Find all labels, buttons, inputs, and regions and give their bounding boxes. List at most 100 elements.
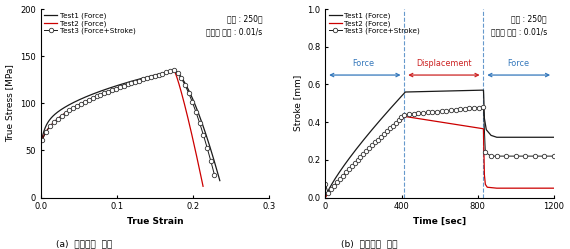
Test3 (Force+Stroke) (182, 84, 189, 87)
Test3 (Force+Stroke) (415, 112, 422, 115)
Test2 (Force) (153, 74, 160, 77)
Test3 (Force+Stroke) (97, 93, 104, 96)
Test2 (Force) (149, 75, 156, 78)
Test3 (Force+Stroke) (197, 122, 203, 125)
Test1 (Force) (332, 177, 339, 180)
Test3 (Force+Stroke) (124, 83, 131, 86)
Test3 (Force+Stroke) (120, 84, 127, 87)
Test3 (Force+Stroke) (185, 92, 192, 95)
Test2 (Force) (455, 124, 462, 126)
Line: Test2 (Force): Test2 (Force) (40, 70, 203, 186)
Y-axis label: Stroke [mm]: Stroke [mm] (292, 75, 302, 131)
Test3 (Force+Stroke) (62, 111, 69, 114)
Test3 (Force+Stroke) (447, 109, 454, 112)
Text: Force: Force (352, 60, 374, 68)
Test3 (Force+Stroke) (136, 79, 142, 82)
Test1 (Force) (551, 136, 557, 139)
Test1 (Force) (113, 84, 120, 87)
Line: Test3 (Force+Stroke): Test3 (Force+Stroke) (40, 68, 217, 177)
Test2 (Force) (322, 196, 329, 199)
Test3 (Force+Stroke) (78, 102, 84, 105)
Test3 (Force+Stroke) (384, 130, 390, 133)
Test2 (Force) (402, 115, 409, 118)
Test3 (Force+Stroke) (163, 71, 170, 74)
Legend: Test1 (Force), Test2 (Force), Test3 (Force+Stroke): Test1 (Force), Test2 (Force), Test3 (For… (328, 11, 421, 36)
Test3 (Force+Stroke) (112, 87, 119, 90)
Test3 (Force+Stroke) (167, 70, 174, 73)
Text: 온도 : 250도
변형률 속도 : 0.01/s: 온도 : 250도 변형률 속도 : 0.01/s (491, 15, 547, 36)
Test1 (Force) (200, 126, 207, 129)
Test3 (Force+Stroke) (39, 138, 46, 141)
Test1 (Force) (418, 90, 425, 93)
Test3 (Force+Stroke) (105, 90, 112, 93)
Test3 (Force+Stroke) (211, 174, 218, 177)
Test2 (Force) (453, 123, 459, 126)
Test3 (Force+Stroke) (101, 92, 108, 95)
Test3 (Force+Stroke) (86, 98, 92, 101)
Test3 (Force+Stroke) (148, 75, 154, 78)
Test3 (Force+Stroke) (66, 109, 73, 112)
Test1 (Force) (217, 179, 223, 182)
Test3 (Force+Stroke) (174, 72, 181, 75)
Test2 (Force) (170, 69, 177, 72)
Test1 (Force) (430, 90, 437, 93)
Line: Test1 (Force): Test1 (Force) (40, 70, 220, 181)
Test3 (Force+Stroke) (178, 77, 185, 80)
Line: Test3 (Force+Stroke): Test3 (Force+Stroke) (323, 105, 556, 195)
Text: (b)  제어방식  비교: (b) 제어방식 비교 (341, 240, 398, 249)
Test3 (Force+Stroke) (116, 86, 123, 89)
Test3 (Force+Stroke) (58, 114, 65, 117)
Test3 (Force+Stroke) (89, 97, 96, 100)
Test3 (Force+Stroke) (144, 77, 150, 80)
Test3 (Force+Stroke) (207, 160, 214, 163)
Test2 (Force) (414, 117, 421, 120)
Test3 (Force+Stroke) (155, 73, 162, 76)
Test3 (Force+Stroke) (159, 72, 166, 75)
Text: Displacement: Displacement (416, 60, 471, 68)
Line: Test2 (Force): Test2 (Force) (325, 117, 554, 198)
Test3 (Force+Stroke) (128, 82, 135, 85)
Test2 (Force) (473, 126, 480, 129)
Test3 (Force+Stroke) (54, 117, 61, 120)
Test1 (Force) (170, 69, 177, 72)
Test3 (Force+Stroke) (93, 95, 100, 98)
Test1 (Force) (480, 89, 487, 92)
Test3 (Force+Stroke) (322, 183, 329, 186)
Test2 (Force) (129, 81, 136, 84)
Text: Force: Force (508, 60, 530, 68)
Test3 (Force+Stroke) (193, 111, 200, 114)
Test3 (Force+Stroke) (43, 130, 50, 133)
Test1 (Force) (44, 121, 51, 124)
Test1 (Force) (322, 196, 329, 199)
Test3 (Force+Stroke) (203, 146, 210, 149)
Test3 (Force+Stroke) (429, 111, 435, 114)
Test2 (Force) (360, 153, 367, 156)
Test1 (Force) (356, 143, 363, 146)
Test3 (Force+Stroke) (132, 80, 139, 83)
X-axis label: Time [sec]: Time [sec] (413, 217, 466, 226)
Test3 (Force+Stroke) (551, 155, 557, 158)
Test1 (Force) (370, 126, 377, 129)
Test2 (Force) (166, 70, 173, 73)
Test1 (Force) (483, 128, 490, 131)
Text: (a)  인장시험  결과: (a) 인장시험 결과 (56, 240, 112, 249)
Test1 (Force) (154, 73, 161, 76)
Legend: Test1 (Force), Test2 (Force), Test3 (Force+Stroke): Test1 (Force), Test2 (Force), Test3 (For… (43, 11, 137, 36)
Y-axis label: True Stress [MPa]: True Stress [MPa] (6, 64, 15, 142)
Test2 (Force) (37, 149, 44, 152)
Text: 온도 : 250도
변형률 속도 : 0.01/s: 온도 : 250도 변형률 속도 : 0.01/s (206, 15, 263, 36)
Test2 (Force) (59, 114, 66, 117)
Test3 (Force+Stroke) (82, 100, 88, 103)
Test3 (Force+Stroke) (47, 125, 54, 128)
Test3 (Force+Stroke) (70, 107, 77, 110)
Test2 (Force) (171, 70, 178, 73)
Test3 (Force+Stroke) (51, 121, 58, 124)
Line: Test1 (Force): Test1 (Force) (325, 90, 554, 198)
Test1 (Force) (160, 71, 167, 74)
Test1 (Force) (82, 95, 89, 98)
Test2 (Force) (551, 187, 557, 190)
X-axis label: True Strain: True Strain (127, 217, 184, 226)
Test3 (Force+Stroke) (189, 101, 196, 104)
Test1 (Force) (37, 149, 44, 152)
Test3 (Force+Stroke) (140, 78, 146, 81)
